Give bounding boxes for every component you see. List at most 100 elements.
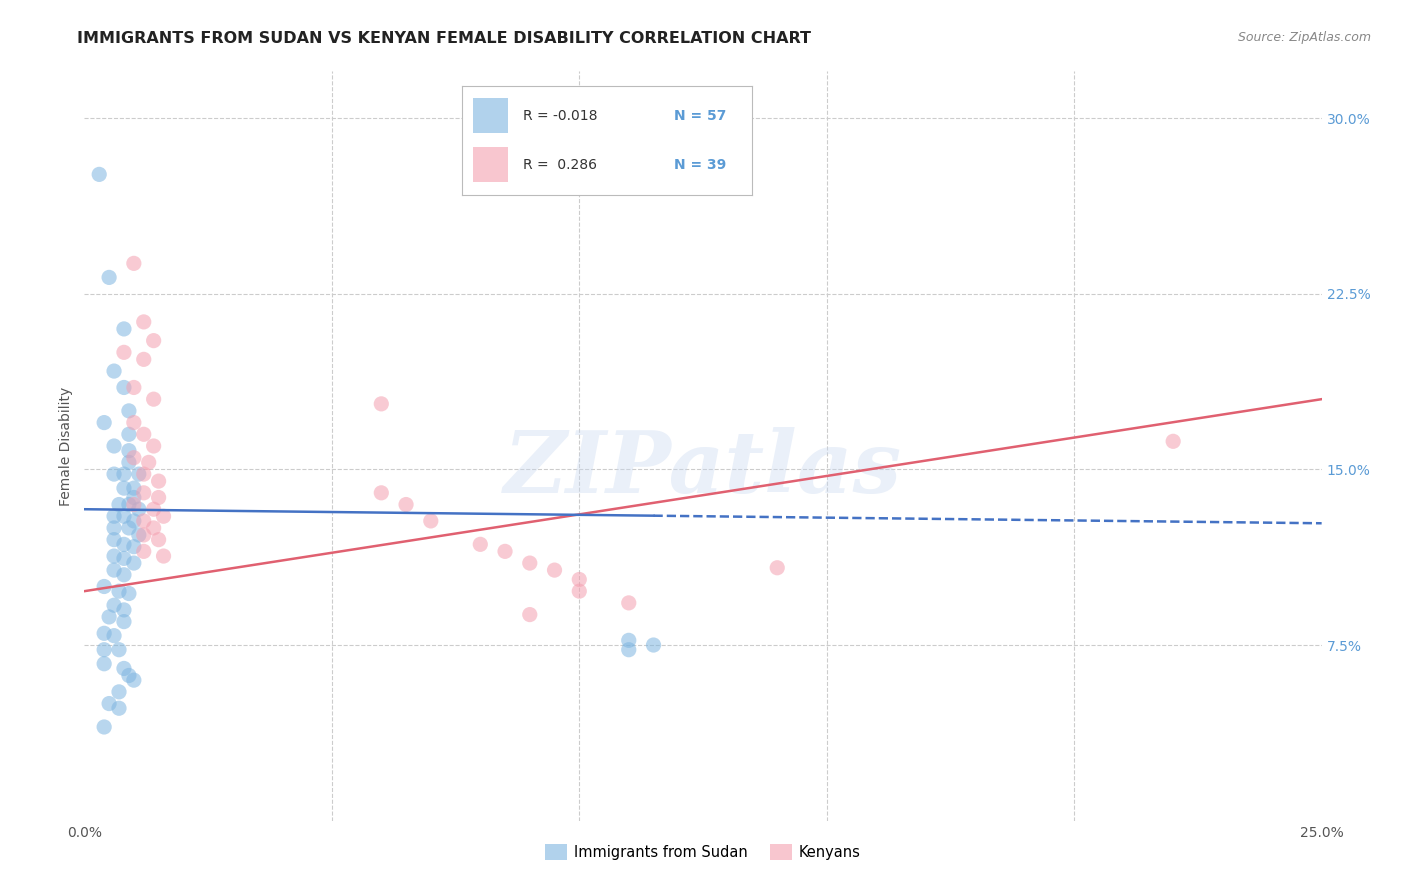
Point [103,509,125,524]
Point [118,521,141,535]
Point [103,563,125,577]
Point [717,177,740,191]
Point [142,521,165,535]
Point [118,668,141,682]
Point [617,642,640,657]
Point [519,556,541,570]
Point [370,397,392,411]
Point [152,549,174,563]
Point [138,455,160,469]
Point [122,514,145,528]
Point [89,168,111,182]
Point [112,345,135,359]
Point [112,380,135,394]
Point [617,596,640,610]
Point [643,638,665,652]
Point [112,537,135,551]
Point [98,270,121,285]
Point [142,502,165,516]
Point [103,439,125,453]
Point [122,673,145,688]
Point [103,549,125,563]
Point [103,599,125,613]
Point [122,556,145,570]
Point [93,657,115,671]
Point [470,537,492,551]
Point [103,521,125,535]
Y-axis label: Female Disability: Female Disability [59,386,73,506]
Point [112,615,135,629]
Point [766,561,789,575]
Point [148,491,170,505]
Point [93,580,115,594]
Point [98,610,121,624]
Point [132,315,155,329]
Point [494,544,516,558]
Point [132,467,155,482]
Point [118,443,141,458]
Point [142,392,165,407]
Text: IMMIGRANTS FROM SUDAN VS KENYAN FEMALE DISABILITY CORRELATION CHART: IMMIGRANTS FROM SUDAN VS KENYAN FEMALE D… [77,31,811,46]
Point [118,404,141,418]
Point [103,629,125,643]
Point [132,528,155,542]
Point [103,467,125,482]
Point [122,450,145,465]
Point [132,485,155,500]
Point [122,498,145,512]
Point [118,455,141,469]
Point [103,364,125,378]
Point [112,661,135,675]
Point [93,720,115,734]
Point [128,467,150,482]
Point [118,427,141,442]
Legend: Immigrants from Sudan, Kenyans: Immigrants from Sudan, Kenyans [540,838,866,866]
Point [128,502,150,516]
Point [568,584,591,599]
Point [142,439,165,453]
Point [122,481,145,495]
Point [122,256,145,270]
Point [108,498,131,512]
Point [98,697,121,711]
Point [118,498,141,512]
Point [93,416,115,430]
Point [108,584,131,599]
Point [112,467,135,482]
Point [419,514,441,528]
Point [103,533,125,547]
Point [122,491,145,505]
Point [568,573,591,587]
Point [93,642,115,657]
Point [395,498,418,512]
Point [112,481,135,495]
Point [132,427,155,442]
Point [519,607,541,622]
Point [122,416,145,430]
Point [112,567,135,582]
Point [108,685,131,699]
Point [132,352,155,367]
Point [142,334,165,348]
Point [122,380,145,394]
Point [112,322,135,336]
Point [617,633,640,648]
Point [543,563,565,577]
Point [148,533,170,547]
Point [370,485,392,500]
Point [112,603,135,617]
Point [132,544,155,558]
Point [112,551,135,566]
Point [93,626,115,640]
Point [112,509,135,524]
Point [1161,434,1184,449]
Point [132,514,155,528]
Point [122,540,145,554]
Point [128,528,150,542]
Point [118,586,141,600]
Point [108,642,131,657]
Text: ZIPatlas: ZIPatlas [503,426,903,510]
Point [108,701,131,715]
Text: Source: ZipAtlas.com: Source: ZipAtlas.com [1237,31,1371,45]
Point [152,509,174,524]
